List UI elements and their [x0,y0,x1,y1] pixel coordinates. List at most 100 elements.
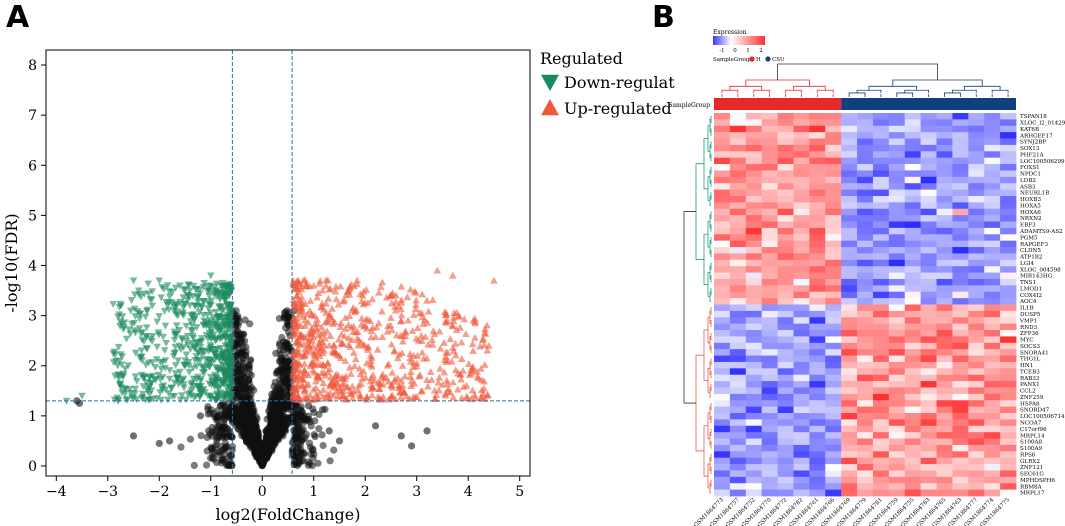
heatmap-cell [793,253,810,261]
heatmap-cell [904,164,922,171]
heatmap-cell [809,298,826,305]
heatmap-cell [984,444,1001,452]
heatmap-cell [872,419,890,427]
panel-label-a: A [6,0,30,35]
gene-label: SOX13 [1020,146,1040,152]
heatmap-cell [729,291,747,299]
heatmap-cell [1000,368,1017,376]
heatmap-cell [936,215,953,222]
heatmap-cell [714,234,731,242]
heatmap-cell [888,240,906,248]
heatmap-cell [714,189,731,197]
heatmap-cell [841,381,858,388]
heatmap-cell [936,266,953,273]
heatmap-cell [936,221,953,229]
heatmap-cell [777,310,794,318]
heatmap-cell [825,285,842,293]
heatmap-cell [1000,215,1017,222]
heatmap-cell [904,285,922,293]
heatmap-cell [984,476,1001,484]
heatmap-cell [872,215,890,222]
heatmap-cell [984,425,1001,433]
heatmap-cell [1000,285,1017,293]
heatmap-cell [952,189,969,197]
heatmap-cell [825,406,842,414]
heatmap-cell [952,170,969,178]
heatmap-cell [936,272,953,280]
heatmap-cell [793,330,810,337]
heatmap-cell [761,278,778,286]
heatmap-cell [888,113,906,120]
gene-label: COX4I2 [1020,293,1043,299]
heatmap-cell [904,438,922,446]
heatmap-cell [920,381,937,388]
heatmap-cell [952,195,969,203]
heatmap-cell [857,342,874,350]
heatmap-cell [793,113,810,120]
heatmap-cell [872,138,890,146]
heatmap-cell [936,355,953,363]
heatmap-cell [825,164,842,171]
heatmap-cell [968,272,985,280]
gene-label: ZNF121 [1020,465,1043,471]
heatmap-cell [888,183,906,190]
heatmap-cell [968,170,985,178]
heatmap-cell [984,170,1001,178]
heatmap-cell [888,374,906,382]
heatmap-cell [952,247,969,254]
heatmap-cell [984,330,1001,337]
heatmap-cell [793,381,810,388]
heatmap-cell [1000,138,1017,146]
heatmap-cell [777,151,794,159]
volcano-points [62,266,498,470]
heatmap-cell [936,406,953,414]
gene-label: ARHGEF17 [1019,133,1053,139]
heatmap-cell [872,413,890,420]
heatmap-cell [968,253,985,261]
heatmap-cell [872,176,890,184]
heatmap-cell [729,406,747,414]
heatmap-cell [714,393,731,401]
heatmap-cell [729,195,747,203]
heatmap-cell [872,330,890,337]
heatmap-cell [825,483,842,491]
heatmap-cell [761,170,778,178]
heatmap-cell [920,202,937,210]
heatmap-cell [761,298,778,305]
heatmap-cell [841,119,858,127]
heatmap-cell [777,253,794,261]
heatmap-cell [857,361,874,369]
heatmap-cell [936,349,953,356]
heatmap-cell [809,304,826,312]
heatmap-cell [920,164,937,171]
heatmap-cell [920,387,937,395]
heatmap-cell [825,176,842,184]
heatmap-cell [936,425,953,433]
gene-label: LDB2 [1020,178,1036,184]
heatmap-cell [777,259,794,267]
heatmap-cell [920,157,937,165]
heatmap-cell [793,247,810,254]
heatmap-cell [904,291,922,299]
heatmap-cell [761,330,778,337]
heatmap-cell [745,464,763,471]
heatmap-cell [729,247,747,254]
heatmap-cell [809,483,826,491]
heatmap-cell [952,355,969,363]
heatmap-cell [968,132,985,139]
heatmap-cell [761,400,778,408]
heatmap-cell [793,444,810,452]
heatmap-cell [745,368,763,376]
heatmap-cell [841,266,858,273]
heatmap-cell [920,240,937,248]
heatmap-cell [984,291,1001,299]
heatmap-cell [952,323,969,331]
heatmap-cell [777,387,794,395]
heatmap-cell [857,195,874,203]
heatmap-cell [872,285,890,293]
heatmap-cell [888,298,906,305]
heatmap-cell [920,170,937,178]
color-key-tick: 1 [746,48,750,54]
heatmap-cell [968,157,985,165]
heatmap-cell [809,374,826,382]
